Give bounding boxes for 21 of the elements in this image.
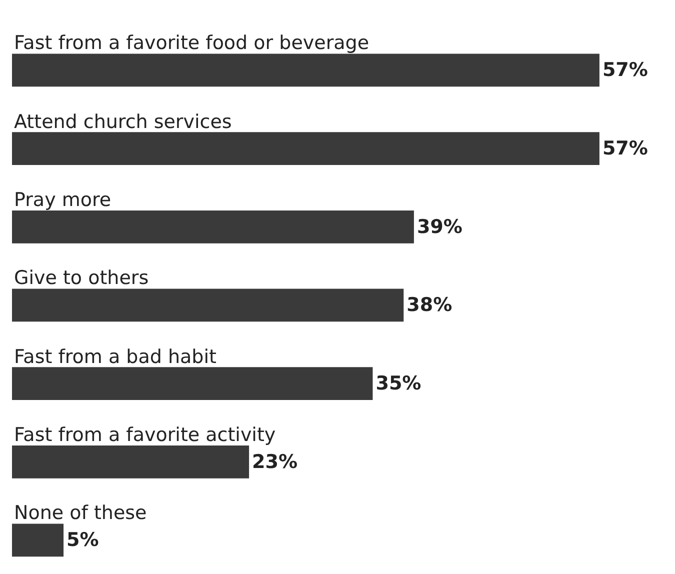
bar [12,132,600,166]
bar [12,210,414,244]
bar [12,445,250,478]
data-label: 38% [406,294,452,316]
y-tick-label: Fast from a bad habit [14,346,216,368]
y-tick-label: Give to others [14,267,149,289]
bar [12,288,404,322]
y-tick-label: Fast from a favorite food or beverage [14,32,370,54]
y-tick-label: Attend church services [14,111,232,133]
y-tick-label: None of these [14,502,147,524]
data-label: 57% [602,138,648,160]
y-tick-label: Fast from a favorite activity [14,424,276,446]
data-label: 5% [66,529,99,552]
bar [12,54,600,87]
data-label: 35% [376,372,422,395]
bar [12,367,373,400]
data-label: 57% [602,59,648,82]
bar [12,524,64,557]
data-label: 39% [416,216,462,238]
data-label: 23% [252,450,298,473]
y-tick-label: Pray more [14,189,112,211]
